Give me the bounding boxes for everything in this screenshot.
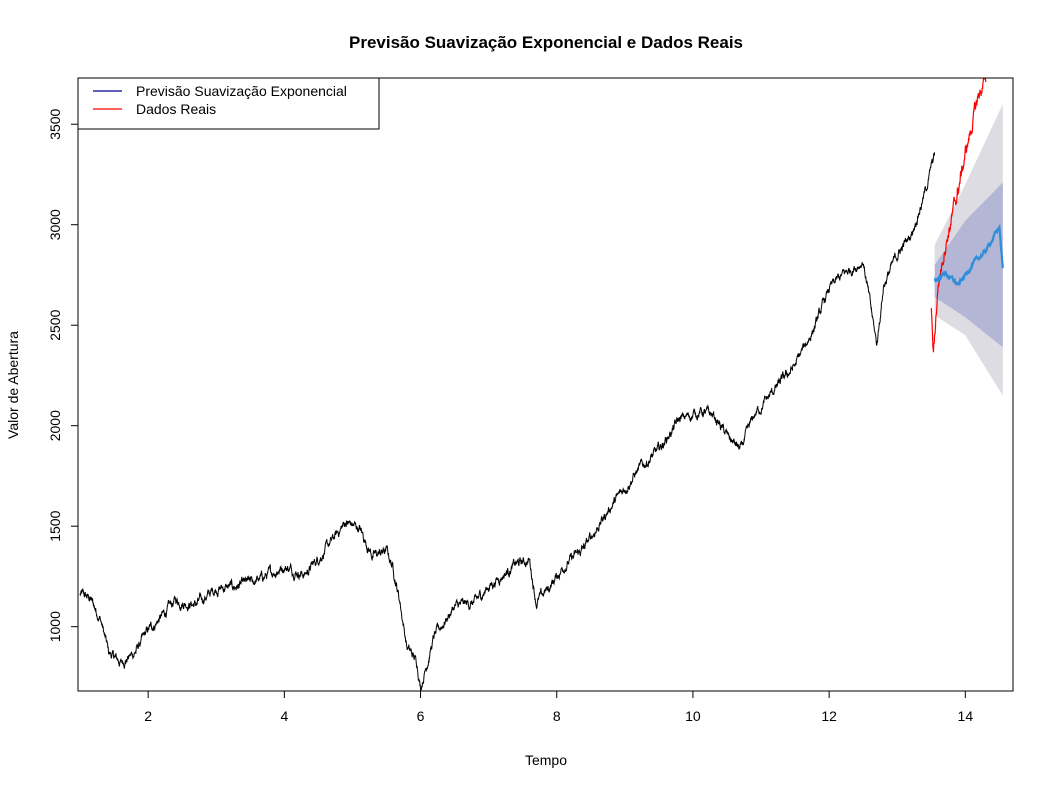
y-axis: 1000 1500 2000 2500 3000 3500	[47, 108, 79, 642]
y-tick-label: 1500	[47, 510, 63, 541]
x-tick-label: 8	[553, 708, 561, 724]
legend: Previsão Suavização Exponencial Dados Rea…	[77, 77, 380, 130]
y-tick-label: 3500	[47, 108, 63, 139]
series-group	[79, 78, 1004, 691]
chart-title: Previsão Suavização Exponencial e Dados …	[349, 33, 743, 52]
x-tick-label: 14	[958, 708, 974, 724]
x-tick-label: 10	[685, 708, 701, 724]
legend-label: Dados Reais	[136, 101, 216, 117]
x-axis: 2 4 6 8 10 12 14	[144, 690, 974, 724]
forecast-line	[933, 223, 1004, 287]
y-tick-label: 2500	[47, 309, 63, 340]
y-tick-label: 2000	[47, 410, 63, 441]
legend-box	[77, 77, 380, 130]
y-tick-label: 1000	[47, 611, 63, 642]
legend-label: Previsão Suavização Exponencial	[136, 83, 347, 99]
x-tick-label: 6	[417, 708, 425, 724]
x-axis-label: Tempo	[525, 752, 567, 768]
x-tick-label: 12	[821, 708, 837, 724]
band-80	[934, 182, 1003, 348]
history-line	[79, 152, 935, 691]
x-tick-label: 4	[280, 708, 288, 724]
forecast-bands	[934, 104, 1003, 396]
x-tick-label: 2	[144, 708, 152, 724]
y-axis-label: Valor de Abertura	[5, 331, 21, 439]
plot-frame	[77, 77, 1014, 692]
y-tick-label: 3000	[47, 209, 63, 240]
